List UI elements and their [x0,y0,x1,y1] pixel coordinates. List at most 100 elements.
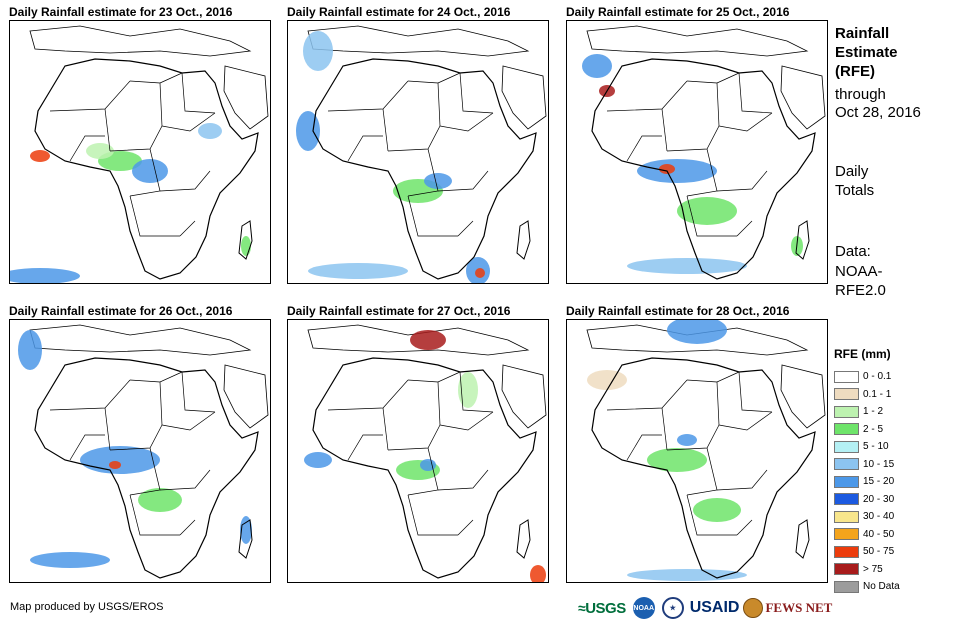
legend-swatch [834,563,859,576]
coastline-arabia [501,65,547,130]
country-border [407,195,458,237]
country-border [437,72,461,84]
legend-item: 20 - 30 [834,491,900,509]
map-panel: Daily Rainfall estimate for 25 Oct., 201… [566,4,828,284]
country-border [716,371,740,383]
rainfall-area [241,236,251,256]
rainfall-map [566,20,828,284]
legend-label: 0 - 0.1 [863,371,892,383]
legend-label: 0.1 - 1 [863,388,892,400]
country-border [459,72,494,114]
country-border [104,407,111,451]
country-border [718,112,773,132]
legend-label: 15 - 20 [863,476,895,488]
side-data-label: Data: [835,243,871,260]
coastline-madagascar [516,519,531,559]
country-border [69,434,105,461]
legend-label: 40 - 50 [863,528,895,540]
map-panel: Daily Rainfall estimate for 28 Oct., 201… [566,303,828,583]
coastline-africa [591,58,816,280]
map-panel: Daily Rainfall estimate for 24 Oct., 201… [287,4,549,284]
rainfall-area [86,143,114,159]
coastline-arabia [223,65,269,130]
rainfall-map [287,20,549,284]
country-border [626,135,662,162]
panel-title: Daily Rainfall estimate for 27 Oct., 201… [287,304,511,318]
legend-item: 0 - 0.1 [834,368,900,386]
africa-map-image [304,324,547,582]
country-border [606,80,688,112]
legend-swatch [834,580,859,593]
country-border [407,494,458,536]
country-border [347,135,383,162]
legend-swatch [834,405,859,418]
country-border [718,411,773,431]
rainfall-area [424,173,452,189]
country-border [716,469,768,491]
legend-title: RFE (mm) [834,347,891,361]
rainfall-area [647,448,707,472]
country-border [49,379,131,411]
country-border [686,494,737,536]
legend-label: 30 - 40 [863,511,895,523]
map-panel: Daily Rainfall estimate for 27 Oct., 201… [287,303,549,583]
side-daily: Daily [835,163,869,180]
rainfall-area [410,330,446,350]
coastline-arabia [780,65,826,130]
country-border [686,80,720,127]
country-border [407,379,441,426]
country-border [459,371,494,413]
coastline-arabia [501,364,547,429]
country-border [439,112,494,132]
country-border [49,80,131,112]
country-border [382,407,389,451]
country-border [69,135,105,162]
side-heading-rainfall: Rainfall [835,25,890,42]
coastline-madagascar [238,220,253,260]
map-credit: Map produced by USGS/EROS [10,601,164,613]
country-border [387,125,441,152]
map-panel: Daily Rainfall estimate for 26 Oct., 201… [9,303,271,583]
country-border [181,72,216,114]
side-through: through [835,86,886,103]
rainfall-area [420,459,436,471]
country-border [686,379,720,426]
country-border [159,371,183,383]
rainfall-area [30,552,110,568]
panel-title: Daily Rainfall estimate for 24 Oct., 201… [287,5,511,19]
rainfall-area [693,498,741,522]
rainfall-area [304,452,332,468]
seal-icon: ★ [661,597,684,619]
africa-map-image [18,324,269,579]
legend-item: 30 - 40 [834,508,900,526]
country-border [736,220,753,237]
legend-item: 0.1 - 1 [834,386,900,404]
country-border [109,125,163,152]
africa-map-image [582,25,826,280]
country-border [159,170,211,192]
legend-label: 1 - 2 [863,406,884,418]
rainfall-area [132,159,168,183]
rainfall-area [303,31,333,71]
side-data-source: NOAA- [835,263,883,280]
coastline-europe [29,324,252,356]
rainfall-area [109,461,121,469]
legend-swatch [834,493,859,506]
legend-swatch [834,528,859,541]
legend-item: 15 - 20 [834,473,900,491]
country-border [161,411,216,431]
usgs-logo: ≈USGS [578,599,626,617]
africa-map-image [586,320,826,581]
country-border [161,112,216,132]
legend-item: 40 - 50 [834,526,900,544]
legend-swatch [834,510,859,523]
panel-title: Daily Rainfall estimate for 23 Oct., 201… [9,5,233,19]
country-border [159,72,183,84]
rainfall-map [9,20,271,284]
coastline-europe [29,25,252,57]
fews-net-logo: FEWS NET [743,598,832,618]
country-border [129,195,180,237]
legend-swatch [834,370,859,383]
rainfall-area [475,268,485,278]
legend-label: > 75 [863,563,883,575]
